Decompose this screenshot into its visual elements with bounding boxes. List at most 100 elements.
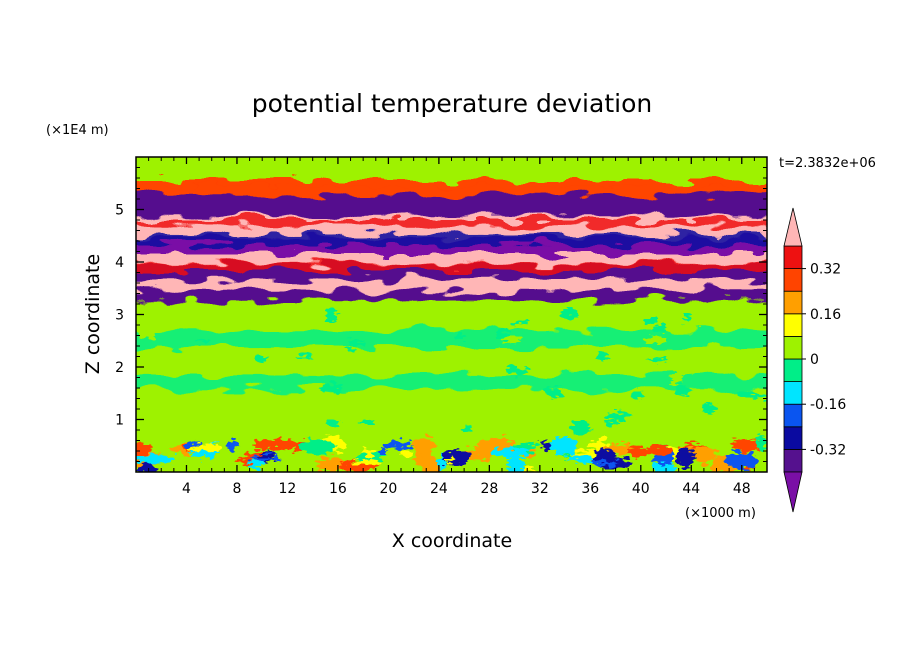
contour-patch — [136, 455, 176, 464]
contour-patch — [464, 424, 472, 433]
time-label: t=2.3832e+06 — [779, 156, 876, 171]
y-unit-label: (×1E4 m) — [46, 123, 109, 138]
x-tick-label: 40 — [632, 481, 650, 497]
contour-patch — [725, 451, 758, 470]
contour-band — [136, 182, 767, 187]
contour-patch — [456, 333, 466, 339]
colorbar-label: 0.16 — [810, 307, 841, 323]
contour-patch — [674, 363, 693, 375]
contour-patch — [571, 420, 589, 432]
contour-patch — [384, 441, 414, 449]
contour-patch — [568, 455, 596, 464]
contour-patch — [649, 336, 667, 344]
contour-patch — [543, 387, 564, 397]
x-tick-label: 12 — [279, 481, 297, 497]
contour-patch — [692, 317, 701, 326]
contour-patch — [213, 403, 231, 410]
contour-patch — [394, 365, 404, 370]
contour-patch — [467, 355, 479, 362]
contour-patch — [604, 443, 635, 454]
contour-patch — [136, 441, 152, 457]
y-tick-label: 5 — [115, 203, 124, 219]
contour-patch — [654, 402, 676, 413]
colorbar-swatch — [783, 381, 803, 405]
contour-patch — [249, 391, 266, 398]
colorbar-swatch — [783, 245, 803, 270]
contour-patch — [534, 401, 545, 414]
contour-band — [136, 263, 767, 271]
x-axis-label: X coordinate — [392, 530, 512, 552]
x-tick-label: 36 — [581, 481, 599, 497]
contour-patch — [358, 420, 375, 425]
contour-patch — [196, 338, 209, 344]
colorbar-swatch — [783, 358, 803, 383]
contour-patch — [630, 391, 646, 400]
contour-patch — [319, 383, 344, 394]
contour-patch — [728, 401, 752, 412]
contour-patch — [505, 366, 529, 376]
contour-patch — [395, 349, 415, 356]
contour-patch — [299, 439, 337, 455]
contour-patch — [595, 350, 608, 361]
colorbar-label: 0 — [810, 352, 819, 368]
contour-patch — [346, 346, 355, 352]
x-axis-ticks: 4 8 12 16 20 24 28 32 36 40 44 48 — [148, 157, 755, 497]
contour-patch — [728, 439, 765, 452]
contour-patch — [248, 461, 265, 469]
y-tick-label: 3 — [115, 308, 124, 324]
contour-patch — [747, 393, 767, 399]
contour-patch — [441, 449, 470, 467]
x-tick-label: 32 — [531, 481, 549, 497]
contour-patch — [683, 315, 692, 321]
contour-band — [136, 234, 767, 245]
colorbar-swatch — [783, 448, 803, 473]
x-tick-label: 20 — [379, 481, 397, 497]
contour-patch — [136, 462, 157, 472]
contour-patch — [726, 349, 736, 357]
contour-patch — [253, 438, 285, 450]
contour-patch — [646, 446, 672, 456]
contour-band — [136, 220, 767, 226]
contour-patch — [745, 349, 759, 359]
contour-patch — [297, 354, 314, 359]
y-tick-label: 1 — [115, 413, 124, 429]
contour-patch — [508, 420, 527, 430]
x-tick-label: 24 — [430, 481, 448, 497]
contour-patch — [674, 407, 690, 414]
colorbar-label: -0.32 — [810, 442, 846, 458]
contour-patch — [756, 435, 767, 452]
contour-patch — [704, 402, 718, 413]
contour-patch — [189, 443, 221, 453]
contour-patch — [491, 447, 529, 458]
colorbar-lower-extension — [783, 471, 803, 513]
colorbar-swatch — [783, 403, 803, 428]
y-axis-ticks: 1 2 3 4 5 — [115, 167, 767, 462]
x-tick-label: 4 — [182, 481, 191, 497]
contour-patch — [189, 428, 205, 441]
contour-patch — [348, 339, 367, 345]
contour-patch — [170, 428, 182, 439]
colorbar-swatch — [783, 268, 803, 292]
contour-patch — [677, 448, 694, 469]
contour-patch — [414, 436, 435, 454]
contour-patch — [194, 360, 218, 365]
contour-patch — [301, 412, 321, 421]
contour-patch — [549, 436, 578, 456]
contour-patch — [444, 458, 456, 465]
contour-patch — [227, 438, 238, 453]
contour-patch — [253, 354, 267, 363]
contour-patch — [247, 455, 281, 462]
x-tick-label: 8 — [232, 481, 241, 497]
contour-patch — [653, 323, 667, 334]
colorbar-swatch — [783, 313, 803, 337]
contour-patch — [590, 438, 608, 450]
contour-patch — [511, 320, 531, 326]
colorbar-swatch — [783, 290, 803, 315]
contour-patch — [347, 424, 372, 436]
contour-patch — [155, 394, 177, 406]
contour-band — [136, 330, 767, 348]
y-tick-label: 2 — [115, 360, 124, 376]
x-tick-label: 16 — [329, 481, 347, 497]
colorbar-upper-extension — [783, 207, 803, 247]
contour-patch — [502, 337, 521, 343]
